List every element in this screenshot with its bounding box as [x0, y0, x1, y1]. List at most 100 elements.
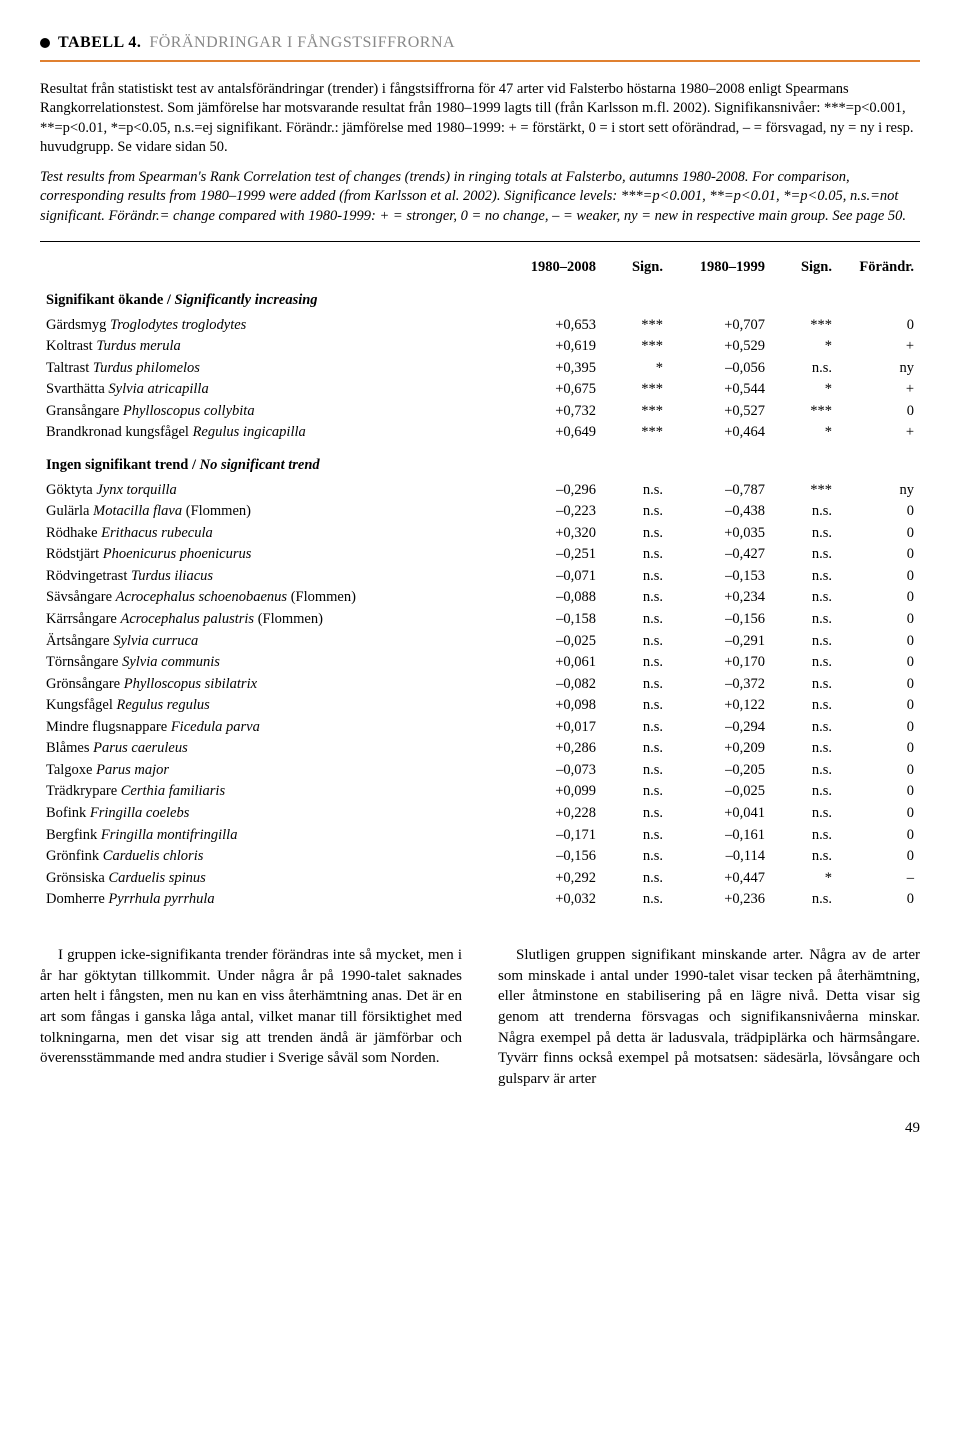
table-row: Bergfink Fringilla montifringilla–0,171n…: [40, 825, 920, 847]
value-cell: +0,099: [500, 781, 602, 803]
value-cell: *: [602, 358, 669, 380]
value-cell: +0,228: [500, 803, 602, 825]
value-cell: –0,156: [669, 609, 771, 631]
value-cell: –0,073: [500, 760, 602, 782]
value-cell: n.s.: [602, 674, 669, 696]
value-cell: –0,025: [669, 781, 771, 803]
value-cell: +0,619: [500, 336, 602, 358]
value-cell: +0,098: [500, 695, 602, 717]
table-row: Mindre flugsnappare Ficedula parva+0,017…: [40, 717, 920, 739]
value-cell: n.s.: [602, 523, 669, 545]
species-cell: Koltrast Turdus merula: [40, 336, 500, 358]
value-cell: n.s.: [602, 501, 669, 523]
body-text-columns: I gruppen icke-signifikanta trender förä…: [40, 945, 920, 1090]
value-cell: n.s.: [771, 358, 838, 380]
value-cell: n.s.: [771, 631, 838, 653]
divider-orange: [40, 60, 920, 62]
col-sign2: Sign.: [771, 256, 838, 280]
section-header-row: Ingen signifikant trend / No significant…: [40, 444, 920, 480]
species-cell: Mindre flugsnappare Ficedula parva: [40, 717, 500, 739]
table-row: Kärrsångare Acrocephalus palustris (Flom…: [40, 609, 920, 631]
value-cell: –0,056: [669, 358, 771, 380]
species-cell: Kärrsångare Acrocephalus palustris (Flom…: [40, 609, 500, 631]
table-row: Domherre Pyrrhula pyrrhula+0,032n.s.+0,2…: [40, 889, 920, 911]
table-row: Blåmes Parus caeruleus+0,286n.s.+0,209n.…: [40, 738, 920, 760]
value-cell: –0,372: [669, 674, 771, 696]
value-cell: n.s.: [602, 695, 669, 717]
value-cell: –0,223: [500, 501, 602, 523]
value-cell: n.s.: [771, 825, 838, 847]
value-cell: +0,707: [669, 315, 771, 337]
species-cell: Grönsångare Phylloscopus sibilatrix: [40, 674, 500, 696]
species-cell: Törnsångare Sylvia communis: [40, 652, 500, 674]
value-cell: n.s.: [771, 566, 838, 588]
species-cell: Svarthätta Sylvia atricapilla: [40, 379, 500, 401]
value-cell: 0: [838, 609, 920, 631]
value-cell: 0: [838, 803, 920, 825]
section-header-cell: Ingen signifikant trend / No significant…: [40, 444, 920, 480]
value-cell: +0,017: [500, 717, 602, 739]
body-text-left: I gruppen icke-signifikanta trender förä…: [40, 945, 462, 1090]
table-row: Törnsångare Sylvia communis+0,061n.s.+0,…: [40, 652, 920, 674]
table-row: Koltrast Turdus merula+0,619***+0,529*+: [40, 336, 920, 358]
caption-swedish: Resultat från statistiskt test av antals…: [40, 80, 920, 158]
caption-english: Test results from Spearman's Rank Correl…: [40, 168, 920, 227]
value-cell: 0: [838, 674, 920, 696]
value-cell: +: [838, 336, 920, 358]
value-cell: ny: [838, 480, 920, 502]
species-cell: Rödstjärt Phoenicurus phoenicurus: [40, 544, 500, 566]
species-cell: Bergfink Fringilla montifringilla: [40, 825, 500, 847]
value-cell: n.s.: [771, 523, 838, 545]
table-row: Grönsångare Phylloscopus sibilatrix–0,08…: [40, 674, 920, 696]
value-cell: –0,088: [500, 587, 602, 609]
value-cell: 0: [838, 781, 920, 803]
value-cell: 0: [838, 695, 920, 717]
species-cell: Rödhake Erithacus rubecula: [40, 523, 500, 545]
value-cell: –: [838, 868, 920, 890]
value-cell: +0,041: [669, 803, 771, 825]
value-cell: n.s.: [771, 609, 838, 631]
body-text-right-p: Slutligen gruppen signifikant minskande …: [498, 945, 920, 1090]
species-cell: Taltrast Turdus philomelos: [40, 358, 500, 380]
value-cell: +0,032: [500, 889, 602, 911]
value-cell: n.s.: [602, 587, 669, 609]
value-cell: +0,292: [500, 868, 602, 890]
value-cell: n.s.: [602, 825, 669, 847]
value-cell: ***: [602, 315, 669, 337]
table-row: Brandkronad kungsfågel Regulus ingicapil…: [40, 422, 920, 444]
value-cell: –0,294: [669, 717, 771, 739]
value-cell: –0,438: [669, 501, 771, 523]
value-cell: –0,161: [669, 825, 771, 847]
table-row: Sävsångare Acrocephalus schoenobaenus (F…: [40, 587, 920, 609]
value-cell: n.s.: [602, 566, 669, 588]
value-cell: n.s.: [771, 587, 838, 609]
section-header-row: Signifikant ökande / Significantly incre…: [40, 279, 920, 315]
species-cell: Gulärla Motacilla flava (Flommen): [40, 501, 500, 523]
species-cell: Grönfink Carduelis chloris: [40, 846, 500, 868]
value-cell: +0,236: [669, 889, 771, 911]
value-cell: ***: [602, 379, 669, 401]
table-row: Bofink Fringilla coelebs+0,228n.s.+0,041…: [40, 803, 920, 825]
results-table: 1980–2008 Sign. 1980–1999 Sign. Förändr.…: [40, 256, 920, 911]
value-cell: n.s.: [602, 480, 669, 502]
value-cell: +0,170: [669, 652, 771, 674]
table-heading: TABELL 4. FÖRÄNDRINGAR I FÅNGSTSIFFRORNA: [40, 32, 920, 54]
body-text-left-p: I gruppen icke-signifikanta trender förä…: [40, 945, 462, 1069]
value-cell: +0,732: [500, 401, 602, 423]
value-cell: +0,447: [669, 868, 771, 890]
value-cell: +0,234: [669, 587, 771, 609]
value-cell: +0,320: [500, 523, 602, 545]
value-cell: –0,071: [500, 566, 602, 588]
table-row: Gärdsmyg Troglodytes troglodytes+0,653**…: [40, 315, 920, 337]
value-cell: n.s.: [771, 652, 838, 674]
species-cell: Brandkronad kungsfågel Regulus ingicapil…: [40, 422, 500, 444]
value-cell: n.s.: [771, 846, 838, 868]
value-cell: n.s.: [771, 738, 838, 760]
species-cell: Grönsiska Carduelis spinus: [40, 868, 500, 890]
table-row: Göktyta Jynx torquilla–0,296n.s.–0,787**…: [40, 480, 920, 502]
value-cell: n.s.: [771, 695, 838, 717]
value-cell: 0: [838, 738, 920, 760]
value-cell: 0: [838, 523, 920, 545]
table-row: Rödhake Erithacus rubecula+0,320n.s.+0,0…: [40, 523, 920, 545]
value-cell: +0,286: [500, 738, 602, 760]
